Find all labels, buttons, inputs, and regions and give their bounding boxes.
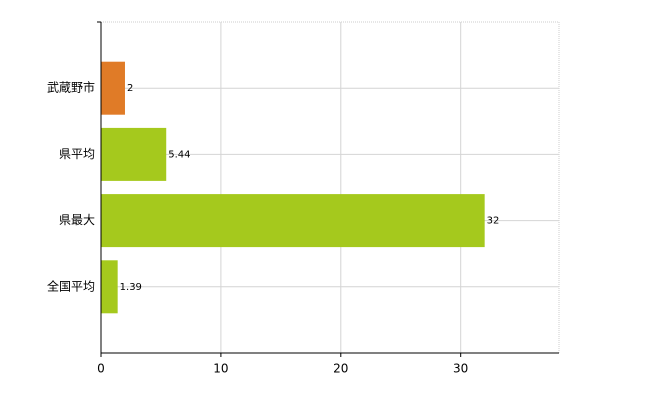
value-label: 5.44: [168, 149, 190, 160]
x-tick-label: 10: [213, 362, 228, 376]
value-label: 32: [487, 216, 500, 227]
bar: [101, 260, 118, 314]
bar: [101, 61, 125, 115]
y-tick-label: 県平均: [59, 147, 95, 161]
y-tick-label: 県最大: [59, 213, 95, 227]
bar: [101, 194, 485, 248]
x-tick-label: 20: [333, 362, 348, 376]
x-tick-label: 0: [97, 362, 105, 376]
value-label: 1.39: [120, 282, 142, 293]
bar: [101, 127, 167, 181]
y-tick-label: 全国平均: [47, 278, 95, 293]
x-tick-label: 30: [453, 362, 468, 376]
y-tick-label: 武蔵野市: [47, 80, 95, 95]
value-label: 2: [127, 83, 133, 94]
